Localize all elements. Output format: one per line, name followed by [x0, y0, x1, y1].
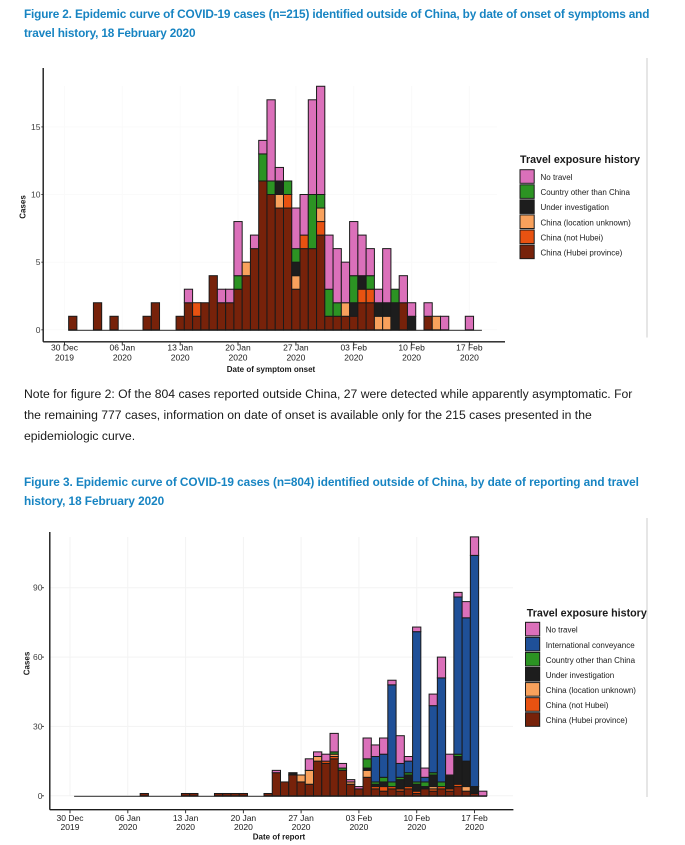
svg-text:20 Jan: 20 Jan — [225, 343, 251, 353]
svg-text:China (not Hubei): China (not Hubei) — [546, 701, 609, 710]
svg-text:2020: 2020 — [349, 822, 368, 832]
svg-text:17 Feb: 17 Feb — [461, 813, 488, 823]
svg-text:Date of symptom onset: Date of symptom onset — [227, 365, 316, 374]
svg-text:06 Jan: 06 Jan — [110, 343, 136, 353]
svg-text:2020: 2020 — [171, 353, 190, 363]
svg-text:13 Jan: 13 Jan — [167, 343, 193, 353]
svg-text:5: 5 — [36, 257, 41, 267]
svg-text:0: 0 — [38, 791, 43, 801]
svg-text:2019: 2019 — [61, 822, 80, 832]
svg-text:15: 15 — [31, 122, 41, 132]
svg-text:2020: 2020 — [286, 353, 305, 363]
svg-text:International conveyance: International conveyance — [546, 641, 636, 650]
svg-text:30: 30 — [33, 721, 43, 731]
svg-text:2020: 2020 — [234, 822, 253, 832]
svg-text:27 Jan: 27 Jan — [283, 343, 309, 353]
svg-text:10 Feb: 10 Feb — [403, 813, 430, 823]
svg-text:30 Dec: 30 Dec — [57, 813, 85, 823]
svg-text:Travel exposure history: Travel exposure history — [520, 154, 640, 166]
svg-text:No travel: No travel — [546, 626, 578, 635]
svg-text:60: 60 — [33, 652, 43, 662]
svg-text:06 Jan: 06 Jan — [115, 813, 141, 823]
svg-text:China (not Hubei): China (not Hubei) — [541, 233, 604, 242]
svg-text:2020: 2020 — [292, 822, 311, 832]
svg-text:Travel exposure history: Travel exposure history — [527, 608, 647, 620]
svg-text:China (location unknown): China (location unknown) — [541, 218, 632, 227]
svg-text:China (Hubei province): China (Hubei province) — [541, 248, 623, 257]
svg-text:Cases: Cases — [23, 651, 32, 675]
svg-text:Under investigation: Under investigation — [546, 671, 614, 680]
svg-text:17 Feb: 17 Feb — [456, 343, 483, 353]
svg-text:2020: 2020 — [407, 822, 426, 832]
svg-text:Cases: Cases — [19, 195, 28, 219]
svg-text:03 Feb: 03 Feb — [346, 813, 373, 823]
svg-text:30 Dec: 30 Dec — [51, 343, 79, 353]
svg-text:2020: 2020 — [460, 353, 479, 363]
svg-text:Country other than China: Country other than China — [541, 188, 631, 197]
svg-text:10: 10 — [31, 190, 41, 200]
svg-text:Country other than China: Country other than China — [546, 656, 636, 665]
svg-text:2020: 2020 — [402, 353, 421, 363]
svg-text:No travel: No travel — [541, 173, 573, 182]
svg-text:2020: 2020 — [176, 822, 195, 832]
svg-text:Under investigation: Under investigation — [541, 203, 609, 212]
svg-text:2020: 2020 — [465, 822, 484, 832]
svg-text:2020: 2020 — [344, 353, 363, 363]
svg-text:13 Jan: 13 Jan — [173, 813, 199, 823]
svg-text:2020: 2020 — [118, 822, 137, 832]
svg-text:03 Feb: 03 Feb — [340, 343, 367, 353]
svg-text:0: 0 — [36, 325, 41, 335]
svg-text:10 Feb: 10 Feb — [398, 343, 425, 353]
svg-text:2020: 2020 — [113, 353, 132, 363]
svg-text:2020: 2020 — [229, 353, 248, 363]
svg-text:China (location unknown): China (location unknown) — [546, 686, 637, 695]
svg-text:90: 90 — [33, 583, 43, 593]
svg-text:2019: 2019 — [55, 353, 74, 363]
svg-text:Date of report: Date of report — [253, 833, 306, 842]
svg-text:27 Jan: 27 Jan — [288, 813, 314, 823]
svg-text:China (Hubei province): China (Hubei province) — [546, 716, 628, 725]
svg-text:20 Jan: 20 Jan — [231, 813, 257, 823]
